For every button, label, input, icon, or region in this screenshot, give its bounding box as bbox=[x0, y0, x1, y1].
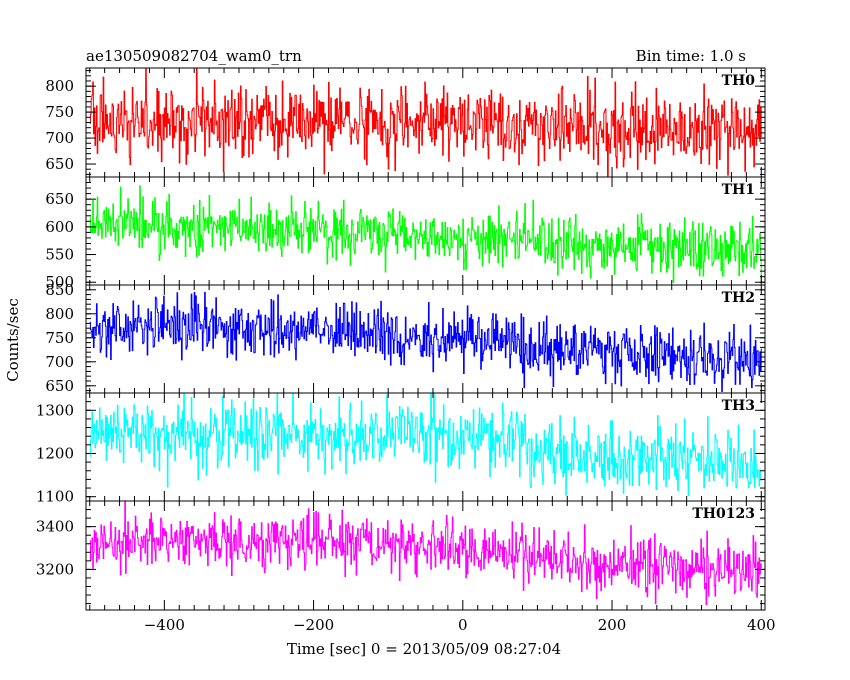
series-line-th0 bbox=[89, 68, 762, 177]
x-tick-label: 0 bbox=[458, 616, 468, 634]
y-tick-label: 850 bbox=[45, 281, 74, 299]
x-tick-label: 400 bbox=[747, 616, 776, 634]
y-tick-label: 700 bbox=[45, 129, 74, 147]
y-tick-label: 650 bbox=[45, 377, 74, 395]
y-tick-label: 650 bbox=[45, 190, 74, 208]
y-tick-label: 550 bbox=[45, 246, 74, 264]
x-tick-label: −400 bbox=[144, 616, 185, 634]
chart-title: ae130509082704_wam0_trn bbox=[86, 47, 302, 65]
x-tick-label: −200 bbox=[293, 616, 334, 634]
panel-frame bbox=[85, 500, 766, 611]
panel-label-th1: TH1 bbox=[722, 182, 755, 198]
panel-label-th0: TH0 bbox=[722, 73, 756, 89]
y-tick-label: 800 bbox=[45, 305, 74, 323]
y-tick-label: 750 bbox=[45, 103, 74, 121]
y-tick-label: 600 bbox=[45, 218, 74, 236]
y-tick-label: 700 bbox=[45, 353, 74, 371]
bin-time-label: Bin time: 1.0 s bbox=[636, 47, 746, 65]
y-tick-label: 3200 bbox=[36, 560, 74, 578]
y-axis-label: Counts/sec bbox=[4, 298, 22, 382]
y-tick-label: 1100 bbox=[36, 488, 74, 506]
y-tick-label: 500 bbox=[45, 273, 74, 291]
y-tick-label: 3400 bbox=[36, 518, 74, 536]
panel-label-th2: TH2 bbox=[722, 290, 755, 306]
y-tick-label: 800 bbox=[45, 77, 74, 95]
x-axis: −400 −200 0 200 400 bbox=[144, 616, 776, 634]
x-axis-label: Time [sec] 0 = 2013/05/09 08:27:04 bbox=[287, 640, 561, 658]
series-line-th0123 bbox=[89, 501, 762, 605]
y-tick-label: 1300 bbox=[36, 401, 74, 419]
y-tick-label: 1200 bbox=[36, 444, 74, 462]
panel-label-th3: TH3 bbox=[722, 398, 755, 414]
panel-label-th0123: TH0123 bbox=[692, 506, 755, 522]
panel-th1: 500 550 600 650 TH1 bbox=[45, 176, 766, 291]
series-line-th3 bbox=[89, 393, 762, 497]
panel-th2: 650 700 750 800 850 TH2 bbox=[45, 281, 766, 395]
y-tick-label: 750 bbox=[45, 329, 74, 347]
series-line-th2 bbox=[89, 291, 762, 392]
panel-th0: 650 700 750 800 TH0 bbox=[45, 67, 766, 178]
panel-th0123: 3200 3400 TH0123 bbox=[36, 500, 766, 611]
series-line-th1 bbox=[89, 185, 762, 283]
x-tick-label: 200 bbox=[598, 616, 627, 634]
panel-th3: 1100 1200 1300 TH3 bbox=[36, 392, 766, 506]
panels-group: 650 700 750 800 TH0 500 550 600 650 TH1 650 700 750 8… bbox=[36, 67, 766, 611]
y-tick-label: 650 bbox=[45, 155, 74, 173]
